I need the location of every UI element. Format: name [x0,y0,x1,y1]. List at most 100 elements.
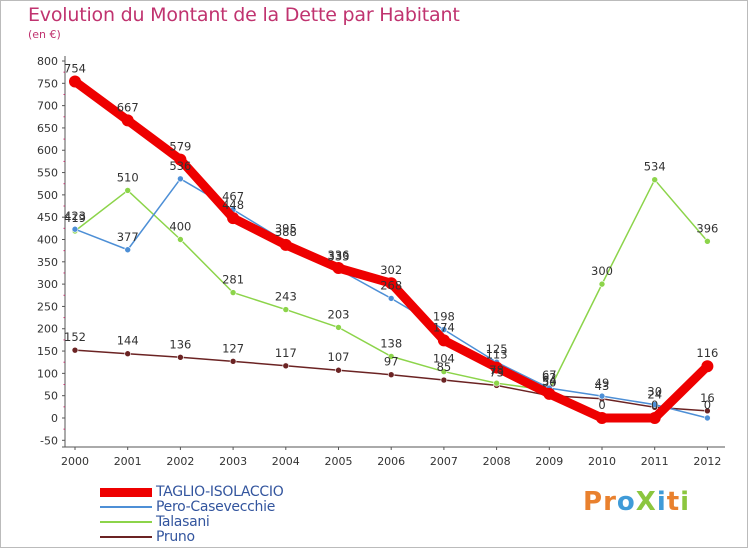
legend-swatch [100,536,152,538]
data-label: 336 [328,248,350,262]
logo-letter: P [583,487,604,517]
data-label: 152 [64,330,86,344]
data-label: 198 [433,310,455,324]
data-label: 396 [696,221,718,235]
data-label: 174 [433,320,455,334]
data-point [69,75,81,88]
data-label: 104 [433,352,455,366]
legend-label: TAGLIO-ISOLACCIO [156,484,284,500]
data-label: 467 [222,190,244,204]
data-label: 0 [651,398,658,412]
data-label: 0 [704,398,711,412]
logo-letter: i [656,487,667,517]
data-label: 107 [328,350,350,364]
data-label: 113 [486,348,508,362]
data-label: 448 [222,198,244,212]
y-tick-label: 750 [37,77,58,90]
legend-swatch [100,506,152,508]
data-label: 116 [696,346,718,360]
data-label: 43 [595,379,610,393]
data-label: 333 [328,249,350,263]
data-label: 510 [117,170,139,184]
data-point [121,114,134,127]
logo-letter: i [680,487,691,517]
data-point [229,358,237,365]
logo-letter: r [603,487,617,517]
data-point [385,277,398,290]
data-label: 268 [380,278,402,292]
data-point [387,295,395,302]
x-tick-label: 2001 [114,455,142,468]
data-label: 30 [647,385,662,399]
data-label: 423 [64,209,86,223]
logo-letter: X [635,487,657,517]
data-point [387,353,395,360]
y-tick-label: 650 [37,122,58,135]
data-label: 419 [64,211,86,225]
legend-swatch [100,521,152,523]
data-point [387,371,395,379]
data-point [598,392,606,400]
data-label: 243 [275,290,297,304]
data-label: 125 [486,342,508,356]
y-tick-label: 0 [51,412,58,425]
y-tick-label: 200 [37,323,58,336]
data-label: 62 [542,370,557,384]
data-label: 395 [275,222,297,236]
data-label: 78 [489,363,504,377]
y-tick-label: 100 [37,367,58,380]
chart-title: Evolution du Montant de la Dette par Hab… [28,4,460,26]
data-label: 0 [598,398,605,412]
data-label: 85 [437,360,452,374]
y-tick-label: 800 [37,55,58,68]
y-tick-label: 50 [44,390,58,403]
data-point [490,361,503,374]
x-tick-label: 2009 [535,455,563,468]
data-label: 136 [169,337,191,351]
data-point [332,262,345,275]
x-tick-label: 2008 [483,455,511,468]
data-point [543,387,556,400]
data-point [227,212,240,225]
y-tick-label: 600 [37,144,58,157]
data-point [651,401,659,408]
data-label: 377 [117,230,139,244]
data-point [177,354,184,361]
data-point [124,246,131,254]
data-label: 16 [700,391,715,405]
logo-letter: t [666,487,681,517]
x-tick-label: 2012 [693,455,721,468]
data-point [440,368,448,375]
data-point [124,350,131,358]
y-tick-label: 450 [37,211,58,224]
logo-letter: o [616,487,636,517]
legend-label: Pruno [156,529,195,545]
data-point [71,346,79,354]
data-point [493,379,500,387]
data-label: 67 [542,368,557,382]
data-point [174,153,187,166]
x-tick-label: 2002 [166,455,194,468]
data-point [335,366,342,374]
data-point [229,289,237,296]
x-tick-label: 2011 [641,455,669,468]
y-tick-label: 700 [37,100,58,113]
data-label: 300 [591,264,613,278]
y-tick-label: 150 [37,345,58,358]
data-point [596,411,608,424]
data-point [282,362,290,370]
data-label: 50 [542,376,557,390]
y-tick-label: 250 [37,300,58,313]
data-point [704,414,711,422]
data-label: 54 [542,374,557,388]
data-label: 302 [380,263,402,277]
data-point [440,326,448,333]
legend-label: Pero-Casevecchie [156,499,276,515]
x-tick-label: 2005 [325,455,353,468]
data-label: 24 [647,387,662,401]
data-point [648,411,661,424]
data-point [704,407,711,415]
data-label: 388 [275,225,297,239]
proxiti-logo: ProXiti [583,487,690,517]
